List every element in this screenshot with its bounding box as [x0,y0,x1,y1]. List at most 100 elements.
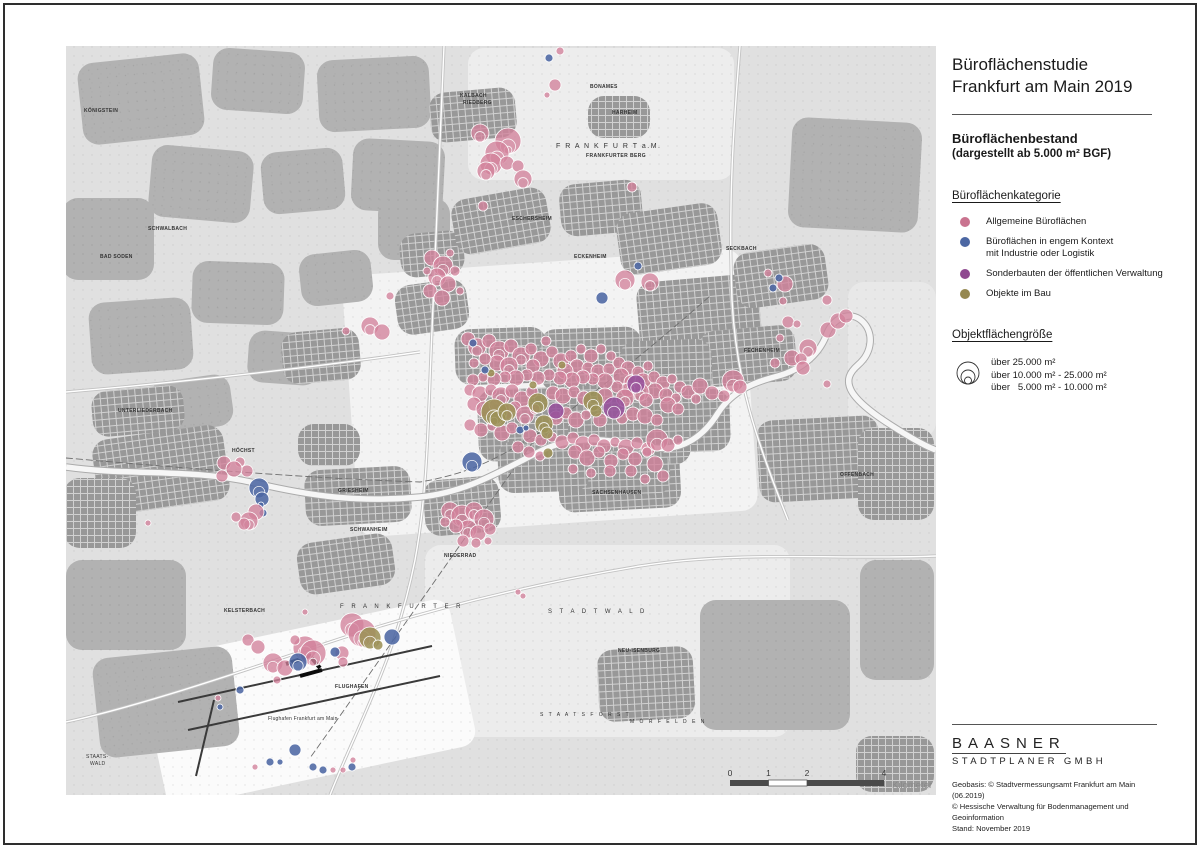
legend-item-objekte-im-bau: Objekte im Bau [952,288,1190,299]
office-bubble-A [585,467,597,479]
office-bubble-I [347,762,357,772]
office-bubble-A [240,464,254,478]
map-place-label: NEU-ISENBURG [618,648,660,654]
office-bubble-A [524,342,538,356]
map-canvas: F R A N K F U R T a.M. FRANKFURTER BERG KA… [66,46,936,795]
legend-item-allgemein: Allgemeine Büroflächen [952,216,1190,228]
office-bubble-A [671,402,685,416]
office-bubble-A [543,91,551,99]
map-place-label: F R A N K F U R T E R [340,604,463,610]
office-bubble-I [774,273,784,283]
office-bubble-I [461,451,483,473]
office-bubble-A [595,343,607,355]
office-bubble-B [542,447,554,459]
legend-sidebar: Büroflächenstudie Frankfurt am Main 2019… [952,46,1190,833]
office-bubble-A [449,265,461,277]
office-bubble-A [341,326,351,336]
brand-subtitle: STADTPLANER GMBH [952,756,1106,767]
scale-tick-label: 0 [728,768,733,778]
office-bubble-A [636,407,654,425]
office-bubble-A [329,766,337,774]
office-bubble-A [821,294,833,306]
brand-logo: BAASNER [952,735,1066,754]
office-bubble-A [251,763,259,771]
scale-tick-label: 4 [882,768,887,778]
office-bubble-A [717,389,731,403]
size-header: Objektflächengröße [952,329,1053,342]
office-bubble-A [666,373,678,385]
office-bubble-A [732,379,748,395]
legend-label: Objekte im Bau [986,288,1051,299]
office-bubble-A [422,283,438,299]
office-bubble-A [656,469,670,483]
office-bubble-A [555,46,565,56]
office-bubble-A [578,449,596,467]
office-bubble-A [483,536,493,546]
office-bubble-A [639,473,651,485]
office-bubble-A [610,380,624,394]
office-bubble-A [349,756,357,764]
office-bubble-A [241,633,255,647]
office-bubble-A [339,766,347,774]
map-place-label: KELSTERBACH [224,608,265,614]
map-place-label: FLUGHAFEN [335,684,369,690]
section-subtitle: (dargestellt ab 5.000 m² BGF) [952,148,1112,161]
office-bubble-A [763,268,773,278]
office-bubble-A [583,348,599,364]
office-bubble-I [329,646,341,658]
office-bubble-S [626,374,646,394]
size-legend: über 25.000 m² über 10.000 m² - 25.000 m… [952,357,1190,394]
map-place-label: HÖCHST [232,447,255,454]
office-bubble-I [235,685,245,695]
office-bubble-A [373,323,391,341]
office-bubble-A [603,464,617,478]
office-bubble-A [476,161,496,181]
map-place-label: BONAMES [590,84,618,90]
office-bubble-A [214,694,222,702]
office-bubble-A [385,291,395,301]
category-legend: Allgemeine Büroflächen Büroflächen in en… [952,216,1190,299]
map-place-label: WALD [90,761,106,767]
office-bubble-I [595,291,609,305]
map-place-label: SCHWALBACH [148,226,187,232]
map-place-label: RIEDBERG [463,100,492,106]
office-bubble-A [215,469,229,483]
office-bubble-A [642,360,654,372]
office-bubble-A [795,360,811,376]
scale-tick-label: 2 [805,768,810,778]
credit-line: © Hessische Verwaltung für Bodenmanageme… [952,802,1129,822]
office-bubble-A [567,463,579,475]
office-bubble-A [638,392,654,408]
category-dot-icon [960,268,970,279]
map-place-label: OFFENBACH [840,472,874,478]
office-bubble-A [575,343,587,355]
office-bubble-A [592,445,606,459]
office-bubble-A [691,377,709,395]
office-bubble-I [276,758,284,766]
office-bubble-A [672,434,684,446]
map-place-label: F R A N K F U R T a.M. [556,143,661,150]
office-bubble-A [614,269,636,291]
map-place-label: M Ö R F E L D E N [630,718,706,725]
office-bubble-A [540,335,552,347]
office-bubble-A [522,445,536,459]
office-bubble-A [822,379,832,389]
office-bubble-A [511,440,525,454]
section-title: Büroflächenbestand [952,131,1078,147]
map-title: Büroflächenstudie Frankfurt am Main 2019 [952,55,1133,97]
office-bubble-A [433,289,451,307]
office-bubble-B [540,426,554,440]
office-bubble-A [301,608,309,616]
office-bubble-B [372,639,384,651]
office-bubble-A [596,372,614,390]
office-bubble-A [439,275,457,293]
map-place-label: STAATS- [86,754,109,760]
office-bubble-A [650,413,664,427]
office-bubble-A [769,357,781,369]
office-bubble-A [626,181,638,193]
legend-item-sonderbauten: Sonderbauten der öffentlichen Verwaltung [952,268,1190,279]
map-place-label: Flughafen Frankfurt am Main [268,716,338,722]
office-bubble-A [514,588,522,596]
legend-item-industrie: Büroflächen in engem Kontext mit Industri… [952,236,1190,259]
